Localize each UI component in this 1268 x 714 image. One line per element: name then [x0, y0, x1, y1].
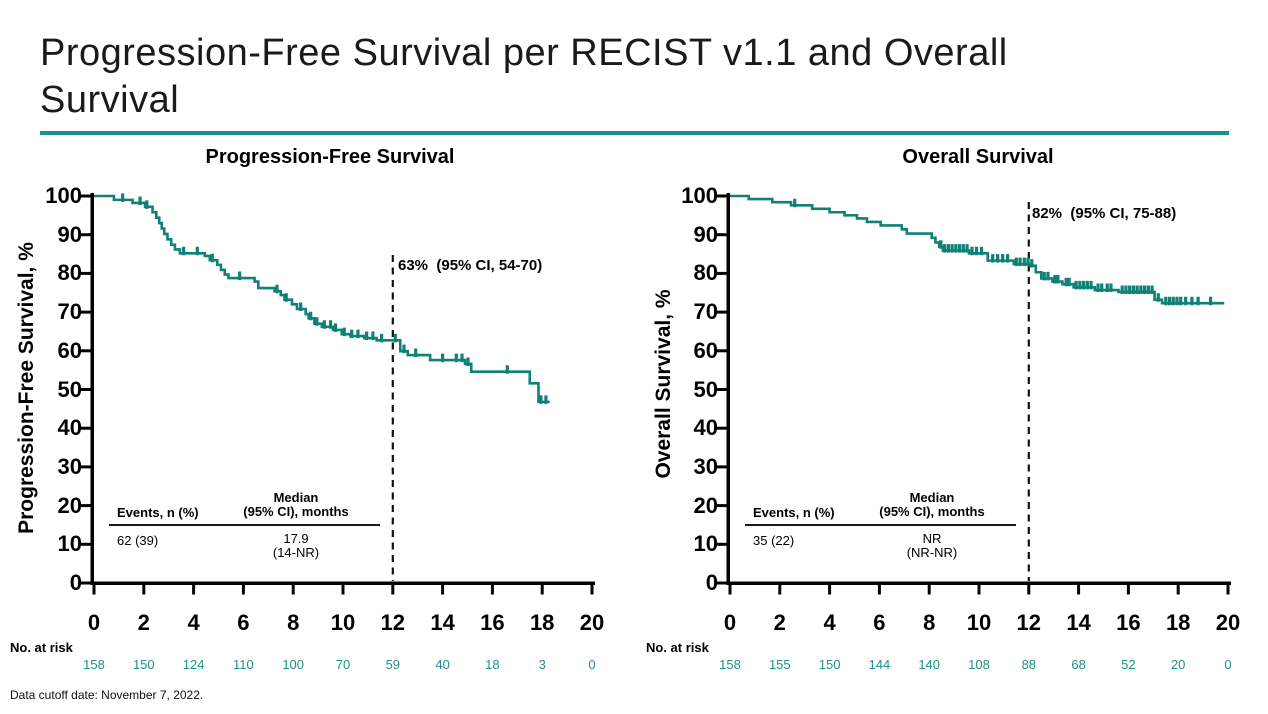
- pfs-at-risk-value: 3: [538, 657, 546, 672]
- os-x-tick-label: 18: [1165, 610, 1191, 635]
- os-y-tick-label: 90: [693, 221, 718, 247]
- pfs-y-tick-label: 70: [57, 299, 82, 325]
- os-at-risk-value: 140: [918, 657, 941, 672]
- os-at-risk-value: 68: [1071, 657, 1086, 672]
- pfs-y-tick-label: 30: [57, 453, 82, 479]
- os-at-risk-value: 20: [1170, 657, 1186, 672]
- pfs-table-median-value-line1: 17.9: [283, 531, 309, 546]
- pfs-x-tick-label: 16: [480, 610, 505, 635]
- pfs-x-tick-label: 20: [579, 610, 605, 635]
- os-milestone-annotation: 82% (95% CI, 75-88): [1032, 205, 1177, 222]
- os-censor-marks: [793, 198, 1213, 306]
- slide-title-line-1: Progression-Free Survival per RECIST v1.…: [40, 32, 1008, 74]
- os-x-tick-label: 6: [873, 610, 886, 635]
- pfs-x-tick-label: 4: [187, 610, 200, 635]
- os-table-events-value: 35 (22): [753, 533, 795, 548]
- os-x-tick-label: 0: [723, 610, 737, 635]
- pfs-y-tick-label: 60: [57, 337, 82, 363]
- pfs-at-risk-value: 18: [485, 657, 500, 672]
- pfs-y-tick-label: 100: [45, 183, 82, 208]
- pfs-at-risk-value: 150: [132, 657, 155, 672]
- os-x-tick-label: 16: [1116, 610, 1141, 635]
- pfs-table-events-header: Events, n (%): [117, 505, 199, 520]
- os-table-rule: [745, 524, 1016, 526]
- title-divider-rule: [40, 131, 1229, 135]
- os-table-events-header: Events, n (%): [753, 505, 835, 520]
- os-y-tick-label: 30: [693, 453, 718, 479]
- os-y-tick-label: 50: [693, 376, 718, 402]
- pfs-at-risk-value: 40: [435, 657, 450, 672]
- os-at-risk-value: 88: [1021, 657, 1037, 672]
- pfs-table-median-header-line2: (95% CI), months: [243, 504, 349, 519]
- pfs-y-tick-label: 40: [57, 415, 82, 441]
- pfs-table-rule: [109, 524, 380, 526]
- pfs-no-at-risk-label: No. at risk: [10, 640, 73, 655]
- pfs-x-tick-label: 0: [87, 610, 101, 635]
- os-at-risk-value: 0: [1224, 657, 1232, 672]
- pfs-y-tick-label: 80: [57, 260, 82, 286]
- pfs-milestone-annotation: 63% (95% CI, 54-70): [398, 257, 543, 274]
- os-x-tick-label: 12: [1016, 610, 1042, 635]
- os-x-tick-label: 2: [773, 610, 786, 635]
- os-y-tick-label: 100: [681, 183, 718, 208]
- os-y-tick-label: 0: [705, 570, 718, 595]
- pfs-x-tick-label: 12: [380, 610, 406, 635]
- pfs-at-risk-value: 100: [282, 657, 305, 672]
- pfs-x-tick-label: 14: [430, 610, 455, 635]
- os-no-at-risk-label: No. at risk: [646, 640, 709, 655]
- data-cutoff-note: Data cutoff date: November 7, 2022.: [10, 688, 204, 702]
- pfs-at-risk-value: 0: [588, 657, 596, 672]
- pfs-y-tick-label: 0: [69, 570, 82, 595]
- os-at-risk-value: 155: [768, 657, 791, 672]
- os-chart-title: Overall Survival: [902, 146, 1054, 168]
- os-table-median-header-line1: Median: [909, 490, 955, 505]
- os-y-tick-label: 20: [693, 492, 718, 518]
- os-at-risk-value: 52: [1121, 657, 1136, 672]
- pfs-x-tick-label: 6: [237, 610, 250, 635]
- os-x-tick-label: 4: [823, 610, 836, 635]
- slide-title: Progression-Free Survival per RECIST v1.…: [40, 30, 1230, 124]
- pfs-x-tick-label: 18: [529, 610, 555, 635]
- pfs-x-tick-label: 2: [137, 610, 150, 635]
- os-table-median-header-line2: (95% CI), months: [879, 504, 985, 519]
- pfs-at-risk-value: 59: [385, 657, 401, 672]
- os-y-tick-label: 60: [693, 337, 718, 363]
- pfs-at-risk-value: 124: [182, 657, 205, 672]
- slide-title-line-2: Survival: [40, 79, 180, 121]
- pfs-table-median-header-line1: Median: [273, 490, 319, 505]
- pfs-survival-curve: [94, 194, 550, 404]
- pfs-y-tick-label: 90: [57, 221, 82, 247]
- pfs-table-events-value: 62 (39): [117, 533, 159, 548]
- os-y-tick-label: 80: [693, 260, 718, 286]
- os-at-risk-value: 108: [968, 657, 990, 672]
- os-at-risk-value: 150: [818, 657, 841, 672]
- pfs-x-tick-label: 8: [287, 610, 300, 635]
- os-x-tick-label: 14: [1066, 610, 1091, 635]
- os-at-risk-value: 144: [868, 657, 891, 672]
- pfs-at-risk-value: 110: [233, 657, 254, 672]
- os-at-risk-value: 158: [719, 657, 741, 672]
- pfs-chart-title: Progression-Free Survival: [205, 146, 455, 168]
- pfs-at-risk-value: 70: [335, 657, 351, 672]
- pfs-censor-marks: [121, 193, 548, 404]
- os-x-tick-label: 20: [1215, 610, 1241, 635]
- os-y-tick-label: 40: [693, 415, 718, 441]
- os-y-tick-label: 70: [693, 299, 718, 325]
- pfs-at-risk-value: 158: [83, 657, 105, 672]
- os-y-tick-label: 10: [693, 531, 718, 557]
- os-x-tick-label: 10: [966, 610, 992, 635]
- os-table-median-value-line2: (NR-NR): [906, 545, 958, 560]
- os-x-tick-label: 8: [923, 610, 936, 635]
- pfs-y-tick-label: 20: [57, 492, 82, 518]
- os-table-median-value-line1: NR: [922, 531, 942, 546]
- pfs-y-tick-label: 10: [57, 531, 82, 557]
- pfs-y-tick-label: 50: [57, 376, 82, 402]
- pfs-table-median-value-line2: (14-NR): [272, 545, 320, 560]
- pfs-x-tick-label: 10: [330, 610, 356, 635]
